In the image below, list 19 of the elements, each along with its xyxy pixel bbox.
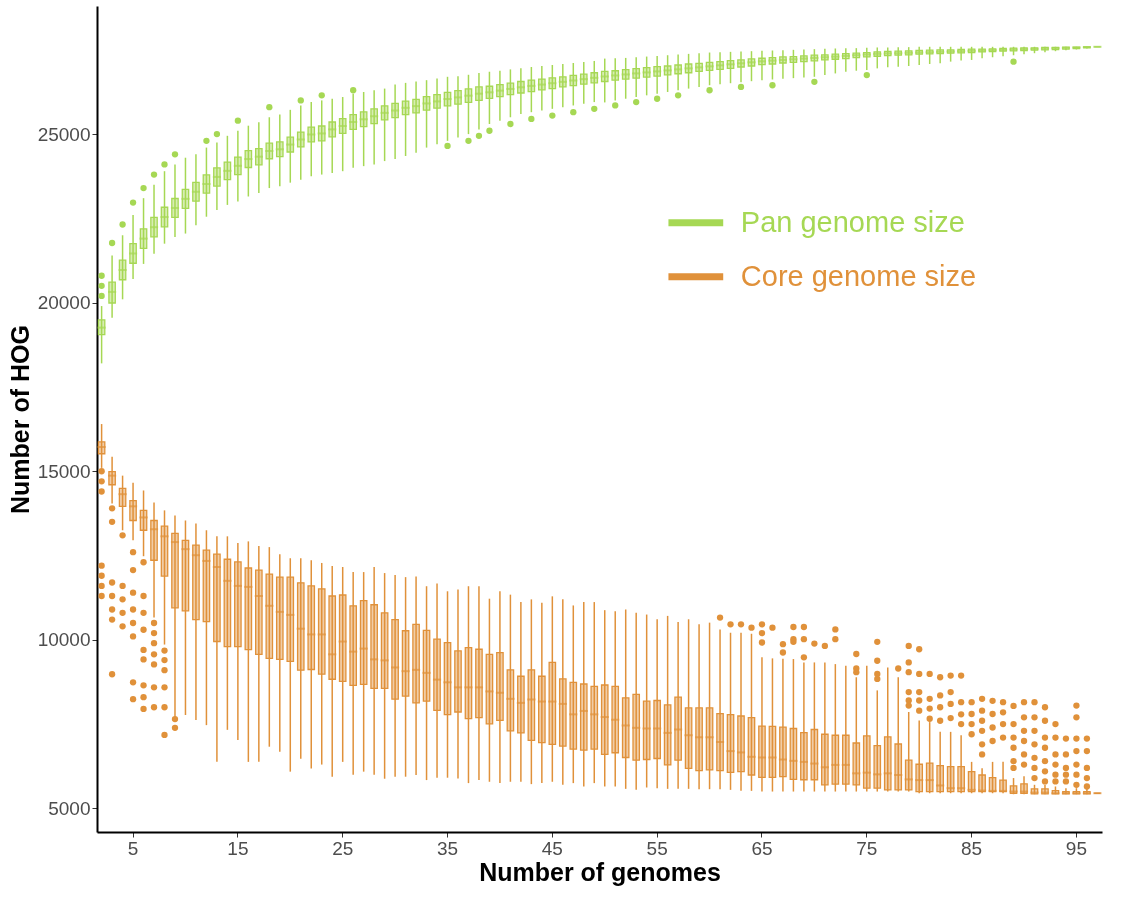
x-tick-label: 35 bbox=[436, 837, 459, 859]
y-tick-label: 15000 bbox=[37, 460, 91, 482]
x-tick-label: 15 bbox=[227, 837, 249, 859]
legend-label: Pan genome size bbox=[740, 205, 965, 238]
x-tick-label: 75 bbox=[856, 837, 878, 859]
legend-label: Core genome size bbox=[740, 259, 977, 292]
x-tick-label: 25 bbox=[332, 837, 354, 859]
x-tick-label: 45 bbox=[541, 837, 563, 859]
x-tick-label: 65 bbox=[751, 837, 773, 859]
y-tick-label: 10000 bbox=[37, 629, 91, 651]
y-tick-label: 20000 bbox=[37, 292, 91, 314]
x-tick-label: 85 bbox=[961, 837, 983, 859]
x-tick-label: 55 bbox=[646, 837, 668, 859]
y-tick-label: 5000 bbox=[48, 797, 91, 819]
x-tick-label: 95 bbox=[1065, 837, 1087, 859]
x-axis-title: Number of genomes bbox=[479, 857, 721, 886]
x-tick-label: 5 bbox=[127, 837, 139, 859]
y-axis-title: Number of HOG bbox=[5, 325, 34, 514]
y-tick-label: 25000 bbox=[37, 123, 91, 145]
